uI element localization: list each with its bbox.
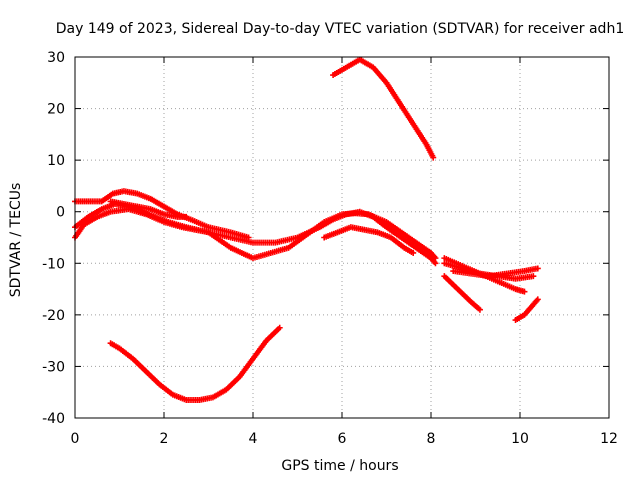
data-point	[530, 273, 537, 280]
x-tick-label: 4	[249, 431, 258, 447]
y-tick-label: -30	[42, 359, 65, 375]
y-tick-label: -20	[42, 308, 65, 324]
grid-lines	[75, 57, 609, 418]
series-track-j	[450, 265, 541, 280]
data-point	[276, 324, 283, 331]
x-tick-label: 10	[511, 431, 529, 447]
series-track-e	[321, 224, 417, 256]
y-tick-label: 20	[47, 102, 65, 118]
data-marks	[72, 56, 541, 403]
x-tick-label: 2	[160, 431, 169, 447]
series-track-k	[441, 273, 483, 313]
x-tick-label: 8	[427, 431, 436, 447]
data-point	[432, 260, 439, 267]
x-tick-label: 6	[338, 431, 347, 447]
y-tick-label: 30	[47, 50, 65, 66]
y-tick-label: 10	[47, 153, 65, 169]
series-track-f	[330, 56, 437, 161]
series-track-d	[107, 198, 190, 220]
y-tick-label: -40	[42, 411, 65, 427]
x-tick-label: 0	[71, 431, 80, 447]
data-point	[430, 154, 437, 161]
data-point	[534, 265, 541, 272]
data-point	[183, 213, 190, 220]
y-tick-label: 0	[56, 205, 65, 221]
y-axis-title: SDTVAR / TECUs	[8, 183, 24, 298]
data-point	[534, 296, 541, 303]
data-point	[476, 306, 483, 313]
data-point	[245, 234, 252, 241]
axis-ticks: 0 2 4 6 8 10 12 -40 -30 -20 -10 0 10 20 30	[42, 50, 618, 447]
x-axis-title: GPS time / hours	[281, 458, 398, 474]
series-track-l	[512, 296, 541, 324]
chart-title: Day 149 of 2023, Sidereal Day-to-day VTE…	[56, 21, 624, 37]
data-point	[521, 288, 528, 295]
data-point	[432, 255, 439, 262]
series-track-b	[72, 206, 439, 262]
y-tick-label: -10	[42, 256, 65, 272]
data-point	[410, 249, 417, 256]
x-tick-label: 12	[600, 431, 618, 447]
series-track-g	[107, 324, 283, 403]
